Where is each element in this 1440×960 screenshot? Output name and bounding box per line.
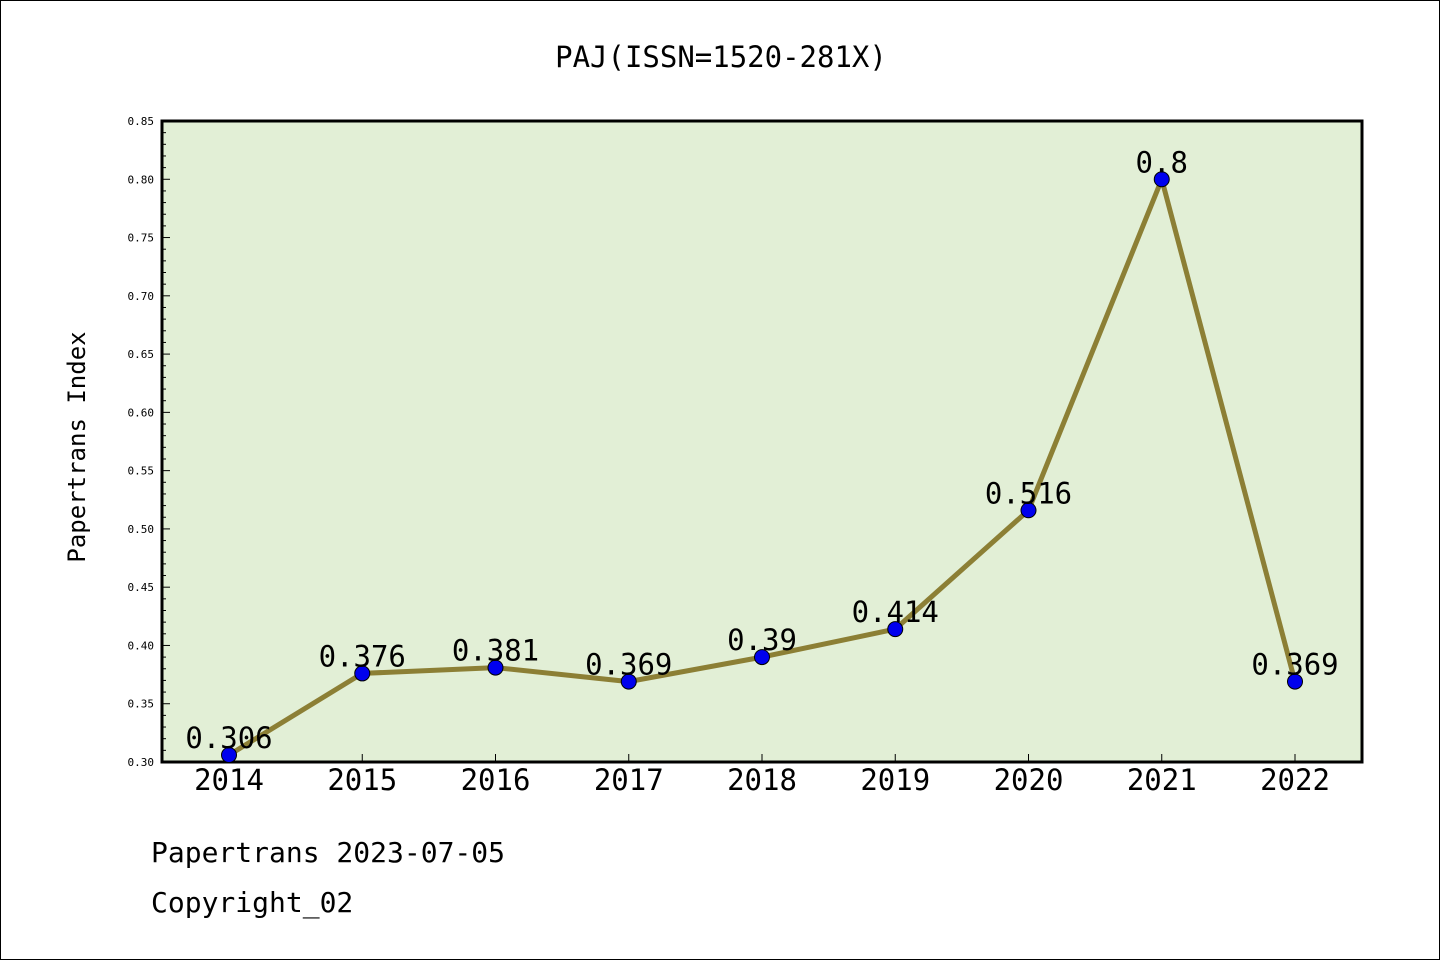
data-label: 0.369 (585, 648, 672, 682)
x-tick-label: 2016 (461, 763, 531, 797)
y-tick-label: 0.35 (128, 698, 155, 711)
data-markers (221, 171, 1303, 764)
y-tick-label: 0.65 (128, 348, 155, 361)
data-point (754, 649, 770, 666)
x-tick-label: 2020 (994, 763, 1064, 797)
x-tick-label: 2014 (194, 763, 264, 797)
chart-title: PAJ(ISSN=1520-281X) (555, 40, 887, 74)
y-axis: 0.30 0.35 0.40 0.45 0.50 0.55 0.60 0.65 0.70 0.75… (128, 115, 170, 769)
y-tick-label: 0.85 (128, 115, 155, 128)
data-label: 0.306 (185, 721, 272, 755)
data-label: 0.376 (319, 639, 406, 673)
x-tick-label: 2021 (1127, 763, 1197, 797)
y-tick-label: 0.55 (128, 465, 155, 478)
y-tick-label: 0.45 (128, 581, 155, 594)
data-point (1287, 673, 1303, 690)
data-label: 0.369 (1251, 648, 1338, 682)
data-label: 0.381 (452, 634, 539, 668)
y-tick-label: 0.40 (128, 639, 155, 652)
x-axis: 2014 2015 2016 2017 2018 2019 2020 2021 2022 (194, 754, 1330, 797)
y-tick-label: 0.50 (128, 523, 155, 536)
data-point (1020, 502, 1037, 519)
y-tick-label: 0.75 (128, 232, 155, 245)
y-tick-label: 0.60 (128, 406, 155, 419)
data-point (487, 659, 504, 676)
y-tick-label: 0.30 (128, 756, 155, 769)
data-label: 0.516 (985, 476, 1072, 510)
footer-copyright: Copyright_02 (151, 886, 354, 919)
y-tick-label: 0.70 (128, 290, 155, 303)
x-tick-label: 2019 (860, 763, 930, 797)
data-point (887, 621, 904, 638)
data-labels: 0.306 0.376 0.381 0.369 0.39 0.414 0.516 0.8 0.3… (185, 145, 1338, 755)
data-point (221, 747, 237, 764)
x-tick-label: 2018 (727, 763, 797, 797)
data-label: 0.39 (727, 623, 797, 657)
x-tick-label: 2022 (1260, 763, 1330, 797)
x-tick-label: 2015 (327, 763, 397, 797)
data-point (1153, 171, 1170, 188)
data-label: 0.8 (1136, 145, 1188, 179)
x-tick-label: 2017 (594, 763, 664, 797)
data-point (620, 673, 637, 690)
data-label: 0.414 (852, 595, 939, 629)
data-point (354, 665, 371, 682)
y-axis-label: Papertrans Index (63, 331, 91, 562)
footer-source: Papertrans 2023-07-05 (151, 836, 506, 869)
y-tick-label: 0.80 (128, 173, 155, 186)
